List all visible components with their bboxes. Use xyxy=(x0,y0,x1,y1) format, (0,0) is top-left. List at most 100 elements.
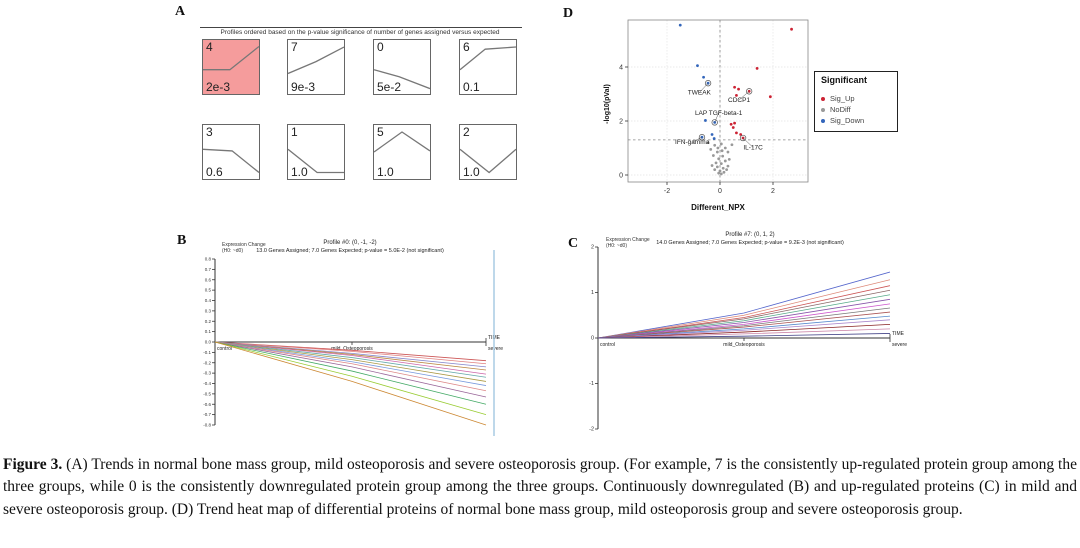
nodiff-dot-icon xyxy=(821,107,825,112)
panel-b-title: Profile #0: (0, -1, -2) 13.0 Genes Assig… xyxy=(240,240,460,255)
trend-line xyxy=(214,341,487,405)
profile-number: 0 xyxy=(377,40,384,54)
volcano-point-NoDiff xyxy=(715,165,719,169)
volcano-point-Sig_Up xyxy=(739,133,743,136)
significance-legend: Significant Sig_Up NoDiff Sig_Down xyxy=(814,71,898,132)
profile-trend-icon xyxy=(288,125,344,179)
trend-line xyxy=(597,323,891,339)
profile-box-3: 3 0.6 xyxy=(202,124,260,180)
volcano-point-Sig_Up xyxy=(735,131,738,135)
volcano-point-NoDiff xyxy=(717,171,721,175)
panel-b-label: B xyxy=(177,233,187,248)
svg-text:-0.1: -0.1 xyxy=(203,350,211,355)
profile-number: 7 xyxy=(291,40,298,54)
profile-p-value: 0.1 xyxy=(463,80,480,94)
legend-items: Sig_Up NoDiff Sig_Down xyxy=(821,94,891,125)
svg-text:0.8: 0.8 xyxy=(205,257,212,262)
volcano-point-Sig_Up xyxy=(755,66,759,70)
svg-text:control: control xyxy=(600,342,615,348)
volcano-point-Sig_Down xyxy=(700,135,704,139)
svg-text:0.0: 0.0 xyxy=(205,340,212,345)
volcano-point-NoDiff xyxy=(727,157,731,161)
trend-line xyxy=(597,289,891,339)
profile-number: 1 xyxy=(291,125,298,139)
svg-text:0: 0 xyxy=(591,336,594,342)
volcano-point-NoDiff xyxy=(726,150,730,154)
profile-trend-icon xyxy=(203,125,259,179)
profile-number: 2 xyxy=(463,125,470,139)
legend-item-label: Sig_Up xyxy=(830,94,855,103)
volcano-point-NoDiff xyxy=(713,143,717,147)
panel-c-profile-subtitle: 14.0 Genes Assigned; 7.0 Genes Expected;… xyxy=(656,239,844,246)
svg-text:-0.8: -0.8 xyxy=(203,423,211,428)
trend-line xyxy=(214,341,487,398)
volcano-point-NoDiff xyxy=(713,168,717,172)
volcano-point-Sig_Up xyxy=(733,121,736,125)
volcano-point-NoDiff xyxy=(723,146,727,150)
volcano-point-Sig_Up xyxy=(733,85,736,89)
svg-text:severe: severe xyxy=(488,346,503,352)
volcano-point-NoDiff xyxy=(714,161,718,165)
volcano-point-Sig_Down xyxy=(704,119,707,122)
panel-d-label: D xyxy=(563,6,574,21)
volcano-point-Sig_Up xyxy=(737,87,740,91)
volcano-point-Sig_Down xyxy=(712,137,716,140)
volcano-point-Sig_Up xyxy=(768,95,772,99)
volcano-point-Sig_Up xyxy=(790,27,793,31)
trend-line xyxy=(597,307,891,339)
volcano-point-NoDiff xyxy=(719,142,723,146)
profile-box-5: 5 1.0 xyxy=(373,124,431,180)
volcano-point-Sig_Down xyxy=(713,120,717,124)
legend-item-label: NoDiff xyxy=(830,105,851,114)
profile-p-value: 2e-3 xyxy=(206,80,231,94)
svg-text:0.3: 0.3 xyxy=(205,308,212,313)
svg-text:0.7: 0.7 xyxy=(205,267,212,272)
panel-b-profile-subtitle: 13.0 Genes Assigned; 7.0 Genes Expected;… xyxy=(256,247,444,254)
trend-line xyxy=(597,303,891,339)
volcano-annotation: LAP TGF-beta-1 xyxy=(695,110,743,117)
svg-text:-0.4: -0.4 xyxy=(203,381,211,386)
volcano-point-NoDiff xyxy=(721,154,725,158)
svg-text:-log10(pVal): -log10(pVal) xyxy=(604,84,611,124)
volcano-point-Sig_Down xyxy=(710,133,714,136)
volcano-chart: -2 0 2 0 2 4 Different_NPX -log10(pVal) TWEAK CDC… xyxy=(604,19,809,212)
svg-text:-0.2: -0.2 xyxy=(203,360,211,365)
profiles-header-rule xyxy=(200,27,522,28)
profile-trend-icon xyxy=(203,40,259,94)
svg-text:Different_NPX: Different_NPX xyxy=(691,203,745,212)
svg-text:-0.7: -0.7 xyxy=(203,412,211,417)
volcano-point-NoDiff xyxy=(730,143,734,147)
volcano-point-Sig_Down xyxy=(696,64,699,68)
svg-text:0.4: 0.4 xyxy=(205,298,212,303)
profile-p-value: 5e-2 xyxy=(377,80,402,94)
profile-p-value: 9e-3 xyxy=(291,80,316,94)
trend-line xyxy=(214,341,487,416)
caption-text: (A) Trends in normal bone mass group, mi… xyxy=(3,456,1077,518)
volcano-point-NoDiff xyxy=(715,150,719,154)
profile-trend-icon xyxy=(374,40,430,94)
volcano-point-NoDiff xyxy=(726,164,730,168)
volcano-annotation: IFN-gamma xyxy=(675,139,710,146)
svg-text:0.6: 0.6 xyxy=(205,277,212,282)
profile-trend-icon xyxy=(374,125,430,179)
profile-box-6: 6 0.1 xyxy=(459,39,517,95)
svg-text:-1: -1 xyxy=(589,381,594,387)
legend-item-label: Sig_Down xyxy=(830,116,865,125)
legend-item-sig-up: Sig_Up xyxy=(821,94,891,103)
volcano-point-NoDiff xyxy=(719,172,723,176)
trend-line xyxy=(214,341,487,375)
trend-line xyxy=(214,341,487,382)
trend-line xyxy=(214,341,487,426)
trend-line xyxy=(214,341,487,386)
panel-b-profile-title: Profile #0: (0, -1, -2) xyxy=(323,240,377,246)
volcano-point-NoDiff xyxy=(720,149,724,153)
volcano-annotation: CDCP1 xyxy=(728,97,750,104)
svg-text:0.1: 0.1 xyxy=(205,329,212,334)
svg-text:0: 0 xyxy=(619,172,623,179)
panel-b-ylabel: Expression Change (H0: ~d0) xyxy=(222,242,266,254)
profile-p-value: 1.0 xyxy=(291,165,308,179)
profile-box-7: 7 9e-3 xyxy=(287,39,345,95)
volcano-point-NoDiff xyxy=(717,157,721,161)
svg-text:mild_Osteoporosis: mild_Osteoporosis xyxy=(331,346,373,352)
volcano-point-NoDiff xyxy=(706,141,710,145)
